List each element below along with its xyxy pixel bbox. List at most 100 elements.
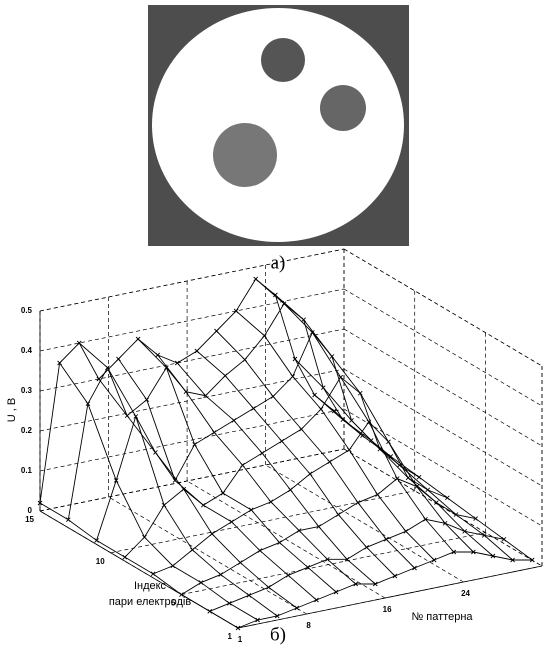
- mesh-point: [200, 502, 206, 508]
- phantom-disk: [152, 8, 404, 242]
- grid-line: [237, 565, 543, 629]
- mesh-point: [266, 584, 271, 590]
- y-tick-label: 1: [228, 632, 233, 641]
- mesh-point: [262, 333, 267, 339]
- mesh-point: [281, 301, 287, 307]
- mesh-point: [279, 438, 285, 444]
- grid-line: [39, 288, 345, 352]
- grid-line: [110, 490, 415, 554]
- z-tick-label: 0.4: [21, 346, 33, 355]
- mesh-column: [333, 410, 533, 561]
- mesh-point: [124, 413, 130, 419]
- mesh-point: [155, 352, 160, 358]
- mesh-point: [471, 549, 476, 555]
- mesh-column: [275, 294, 474, 553]
- x-tick-label: 1: [238, 635, 243, 644]
- mesh-point: [327, 459, 332, 465]
- mesh-point: [235, 625, 241, 631]
- mesh-point: [240, 462, 245, 468]
- mesh-column: [59, 362, 258, 621]
- mesh-point: [122, 554, 128, 560]
- mesh-point: [248, 507, 254, 513]
- mesh-point: [290, 374, 296, 379]
- mesh-row: [237, 551, 533, 629]
- mesh-point: [257, 548, 263, 553]
- mesh-point: [416, 474, 422, 480]
- mesh-point: [453, 512, 459, 517]
- mesh-point: [312, 392, 317, 398]
- mesh-row: [209, 518, 504, 612]
- mesh-point: [270, 394, 276, 399]
- mesh-point: [481, 532, 487, 538]
- y-axis-label: Індекс: [134, 580, 167, 592]
- mesh-point: [150, 571, 156, 577]
- grid-line: [39, 248, 345, 312]
- mesh-point: [113, 478, 119, 483]
- grid-line: [343, 408, 543, 527]
- mesh-point: [181, 486, 187, 492]
- grid-line: [186, 480, 386, 599]
- mesh-point: [368, 438, 374, 443]
- mesh-point: [222, 373, 228, 379]
- mesh-point: [355, 500, 361, 505]
- mesh-point: [388, 454, 394, 459]
- mesh-point: [57, 360, 62, 366]
- mesh-point: [325, 556, 330, 562]
- mesh-column: [137, 338, 337, 593]
- mesh-point: [179, 592, 184, 597]
- mesh-point: [153, 450, 158, 455]
- mesh-point: [164, 365, 169, 371]
- mesh-point: [299, 426, 304, 432]
- mesh-column: [98, 378, 298, 609]
- y-axis-label: пари електродів: [109, 596, 192, 608]
- mesh-point: [353, 581, 358, 587]
- mesh-point: [251, 406, 256, 411]
- mesh-column: [235, 310, 435, 561]
- mesh-point: [259, 450, 265, 456]
- x-axis-label: № паттерна: [411, 611, 473, 623]
- mesh-column: [39, 502, 239, 629]
- mesh-point: [292, 356, 298, 362]
- mesh-point: [394, 476, 400, 481]
- mesh-point: [386, 439, 391, 445]
- mesh-point: [360, 433, 365, 439]
- mesh-point: [285, 572, 291, 578]
- mesh-point: [490, 553, 496, 559]
- z-tick-label: 0.3: [21, 386, 33, 395]
- mesh-point: [431, 557, 437, 563]
- mesh-point: [510, 557, 515, 563]
- x-tick-label: 24: [461, 589, 470, 598]
- mesh-point: [96, 376, 102, 382]
- inclusion: [261, 38, 305, 82]
- mesh-point: [412, 565, 417, 571]
- mesh-point: [329, 354, 335, 359]
- grid-line: [181, 532, 486, 595]
- mesh-point: [214, 328, 219, 334]
- mesh-point: [338, 374, 343, 380]
- x-tick-label: 16: [383, 605, 392, 614]
- mesh-point: [246, 592, 252, 598]
- mesh-point: [37, 500, 43, 506]
- z-tick-label: 0.1: [21, 466, 33, 475]
- mesh-row: [39, 278, 335, 504]
- z-tick-label: 0.5: [21, 306, 33, 315]
- mesh-column: [157, 354, 356, 585]
- mesh-point: [364, 544, 369, 550]
- mesh-row: [96, 331, 392, 541]
- mesh-point: [414, 484, 420, 489]
- mesh-point: [294, 605, 300, 611]
- mesh-column: [118, 358, 317, 601]
- mesh-point: [172, 478, 178, 483]
- mesh-point: [375, 492, 380, 497]
- mesh-point: [423, 516, 428, 522]
- mesh-point: [170, 563, 176, 569]
- mesh-column: [255, 278, 455, 553]
- grid-line: [343, 248, 543, 367]
- mesh-point: [307, 471, 313, 477]
- mesh-point: [318, 406, 324, 412]
- mesh-point: [445, 495, 450, 501]
- mesh-point: [85, 401, 91, 407]
- mesh-point: [331, 408, 337, 414]
- mesh-point: [253, 276, 259, 282]
